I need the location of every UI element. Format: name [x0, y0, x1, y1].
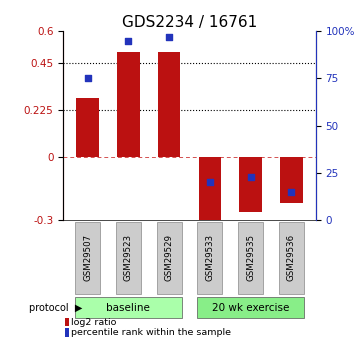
- Text: GSM29523: GSM29523: [124, 234, 133, 282]
- Bar: [197, 297, 304, 318]
- Bar: [199, 157, 221, 228]
- Bar: [238, 221, 263, 294]
- Title: GDS2234 / 16761: GDS2234 / 16761: [122, 15, 257, 30]
- Bar: [75, 221, 100, 294]
- Text: GSM29507: GSM29507: [83, 234, 92, 282]
- Text: percentile rank within the sample: percentile rank within the sample: [71, 328, 231, 337]
- Bar: [158, 52, 180, 157]
- Text: GSM29536: GSM29536: [287, 234, 296, 282]
- Point: [85, 76, 91, 81]
- Bar: [280, 157, 303, 203]
- Point: [288, 189, 294, 195]
- Text: baseline: baseline: [106, 303, 150, 313]
- Point: [248, 174, 253, 179]
- Bar: [77, 98, 99, 157]
- Text: log2 ratio: log2 ratio: [71, 318, 116, 327]
- Bar: [116, 221, 141, 294]
- Bar: [157, 221, 182, 294]
- Text: protocol  ▶: protocol ▶: [29, 303, 82, 313]
- Bar: [279, 221, 304, 294]
- Point: [126, 38, 131, 43]
- Text: GSM29535: GSM29535: [246, 234, 255, 282]
- Point: [166, 34, 172, 39]
- Bar: [239, 157, 262, 211]
- Bar: [65, 328, 69, 336]
- Text: GSM29529: GSM29529: [165, 234, 174, 282]
- Bar: [65, 318, 69, 326]
- Text: GSM29533: GSM29533: [205, 234, 214, 282]
- Text: 20 wk exercise: 20 wk exercise: [212, 303, 290, 313]
- Bar: [75, 297, 182, 318]
- Point: [207, 179, 213, 185]
- Bar: [197, 221, 222, 294]
- Bar: [117, 52, 140, 157]
